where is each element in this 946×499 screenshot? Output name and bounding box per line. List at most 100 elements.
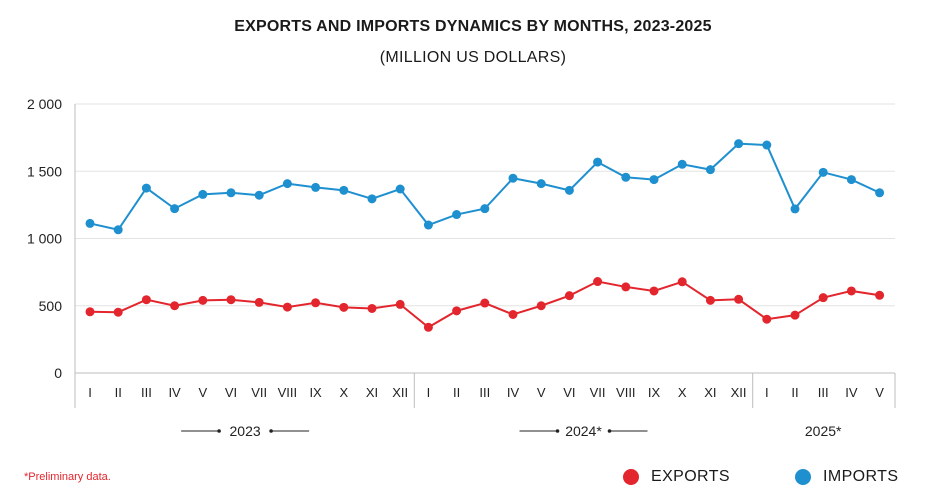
data-point-exports (790, 310, 800, 320)
footnote: *Preliminary data. (24, 471, 111, 483)
data-point-exports (367, 303, 377, 313)
data-point-imports (790, 204, 800, 214)
legend-label-exports: EXPORTS (651, 468, 730, 485)
series-layer (85, 139, 885, 332)
data-point-imports (818, 167, 828, 177)
year-span-arrowhead (269, 429, 273, 433)
data-point-imports (480, 204, 490, 214)
data-point-exports (846, 286, 856, 296)
x-tick-label: XII (392, 385, 408, 400)
data-point-exports (621, 282, 631, 292)
data-point-exports (423, 322, 433, 332)
y-tick-label: 1 500 (27, 163, 62, 179)
data-point-imports (339, 185, 349, 195)
chart-title: EXPORTS AND IMPORTS DYNAMICS BY MONTHS, … (234, 18, 712, 35)
data-point-exports (677, 277, 687, 287)
x-tick-label: IV (845, 385, 858, 400)
data-point-imports (226, 188, 236, 198)
data-point-exports (705, 295, 715, 305)
data-point-imports (170, 204, 180, 214)
data-point-exports (141, 295, 151, 305)
year-span-arrowhead (217, 429, 221, 433)
x-tick-label: I (88, 385, 92, 400)
y-tick-label: 0 (54, 365, 62, 381)
data-point-imports (734, 139, 744, 149)
x-tick-label: VII (590, 385, 606, 400)
data-point-imports (113, 225, 123, 235)
data-point-exports (85, 307, 95, 317)
data-point-exports (311, 298, 321, 308)
data-point-exports (762, 314, 772, 324)
series-line-imports (89, 142, 881, 231)
year-label: 2024* (565, 423, 602, 439)
data-point-exports (593, 277, 603, 287)
data-point-exports (339, 302, 349, 312)
data-point-exports (875, 290, 885, 300)
x-tick-label: III (141, 385, 152, 400)
data-point-imports (536, 179, 546, 189)
x-tick-label: I (765, 385, 769, 400)
data-point-imports (564, 185, 574, 195)
chart-subtitle: (MILLION US DOLLARS) (379, 49, 567, 66)
year-label: 2025* (805, 423, 842, 439)
legend-item-imports: IMPORTS (795, 468, 898, 486)
x-tick-label: VI (563, 385, 575, 400)
x-axis: I II III IV V VI VII VIII IX X XI XII I II III IV V VI VII… (88, 373, 896, 439)
data-point-imports (677, 159, 687, 169)
x-tick-label: I (427, 385, 431, 400)
year-span-arrowhead (555, 429, 560, 433)
legend-marker-imports (795, 469, 811, 485)
data-point-exports (395, 299, 405, 309)
data-point-exports (113, 307, 123, 317)
data-point-imports (311, 182, 321, 192)
data-point-imports (649, 175, 659, 185)
data-point-exports (480, 298, 490, 308)
data-point-exports (226, 295, 236, 305)
y-axis: 0 500 1 000 1 500 2 000 (27, 96, 76, 408)
data-point-imports (85, 218, 95, 228)
x-tick-label: V (875, 385, 884, 400)
year-label: 2023 (230, 423, 261, 439)
legend-marker-exports (623, 469, 639, 485)
x-tick-label: XII (731, 385, 747, 400)
year-span-arrowhead (607, 429, 612, 433)
y-tick-label: 1 000 (27, 231, 62, 247)
data-point-exports (536, 301, 546, 311)
data-point-imports (198, 189, 208, 199)
data-point-exports (818, 293, 828, 303)
data-point-imports (254, 190, 264, 200)
x-tick-label: II (115, 385, 122, 400)
x-tick-label: X (339, 385, 348, 400)
x-tick-label: III (479, 385, 490, 400)
data-point-imports (452, 210, 462, 220)
x-tick-label: IV (168, 385, 181, 400)
legend-item-exports: EXPORTS (623, 468, 730, 486)
data-point-imports (875, 188, 885, 198)
data-point-imports (367, 194, 377, 204)
x-tick-label: VIII (616, 385, 636, 400)
data-point-imports (762, 140, 772, 150)
gridlines (75, 103, 895, 374)
x-tick-label: IX (309, 385, 322, 400)
y-tick-label: 2 000 (27, 96, 62, 112)
data-point-imports (705, 165, 715, 175)
data-point-imports (621, 172, 631, 182)
data-point-exports (564, 291, 574, 301)
data-point-imports (593, 157, 603, 167)
x-tick-label: V (198, 385, 207, 400)
data-point-exports (734, 294, 744, 304)
x-tick-label: II (453, 385, 460, 400)
data-point-exports (452, 306, 462, 316)
x-tick-label: III (818, 385, 829, 400)
data-point-exports (254, 297, 264, 307)
x-tick-label: XI (704, 385, 716, 400)
data-point-exports (282, 302, 292, 312)
data-point-imports (846, 175, 856, 185)
x-tick-label: VII (251, 385, 267, 400)
x-tick-label: VI (225, 385, 237, 400)
data-point-imports (423, 220, 433, 230)
data-point-exports (170, 301, 180, 311)
x-tick-label: II (791, 385, 798, 400)
data-point-imports (141, 183, 151, 193)
